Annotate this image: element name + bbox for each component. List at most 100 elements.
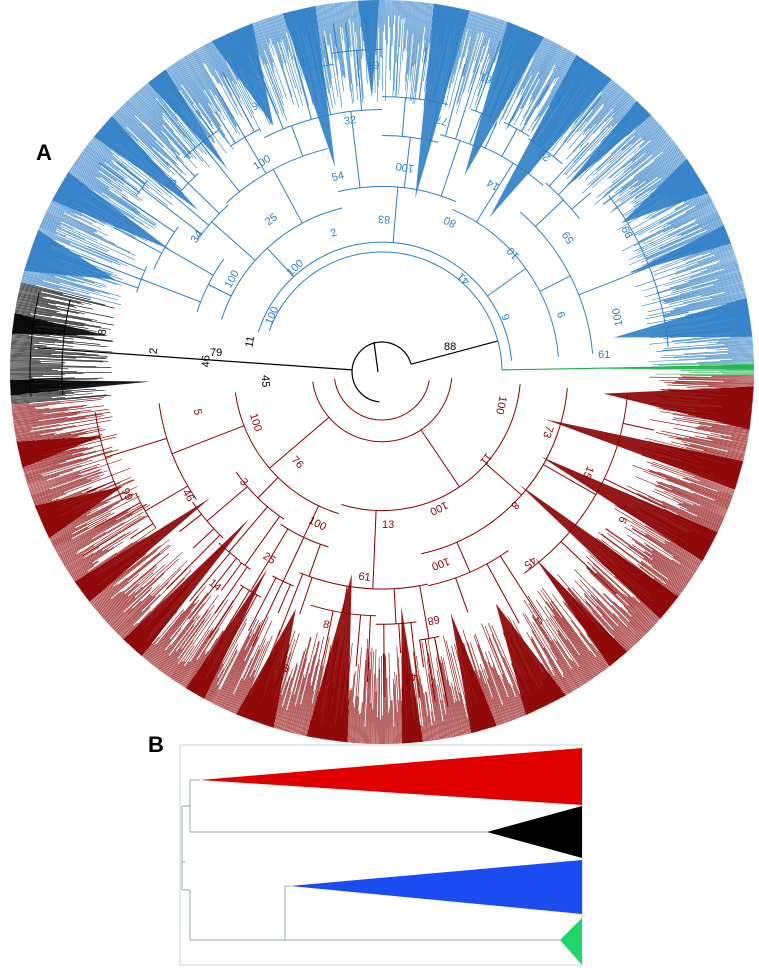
blue-node-arc [153, 226, 179, 270]
blue-tip-branch [133, 94, 191, 159]
blue-tip-branch [659, 220, 723, 249]
blue-tip-branch [484, 21, 507, 83]
red-collapsed-wedge [450, 612, 497, 734]
blue-tip-branch [87, 144, 144, 189]
red-tip-branch [698, 422, 750, 431]
red-tip-branch [612, 613, 640, 641]
red-tip-branch [682, 503, 724, 522]
red-tip-branch [693, 476, 735, 491]
red-tip-branch [63, 545, 95, 565]
black-tip-branch [19, 287, 92, 305]
red-tip-branch [357, 714, 360, 744]
blue-tip-branch [670, 273, 741, 294]
red-tip-branch [89, 539, 170, 603]
red-tip-branch [11, 405, 49, 410]
red-tip-branch [94, 544, 172, 609]
red-node-arc [240, 584, 262, 598]
blue-tip-branch [45, 213, 136, 256]
black-tip-branch [14, 310, 31, 314]
black-tip-branch [16, 304, 57, 313]
blue-bootstrap-label: 34 [189, 228, 206, 245]
blue-tip-branch [425, 3, 433, 53]
red-tip-branch [56, 519, 117, 554]
red-internal-branch [603, 478, 666, 509]
red-tip-branch [679, 563, 696, 574]
blue-internal-branch [403, 137, 411, 188]
red-tip-branch [685, 447, 744, 462]
blue-tip-branch [44, 214, 62, 223]
blue-collapsed-wedge [148, 69, 228, 170]
blue-tip-branch [51, 200, 82, 217]
red-collapsed-wedge [401, 606, 423, 744]
blue-tip-branch [677, 216, 720, 237]
red-tip-branch [607, 533, 685, 589]
blue-tip-branch [48, 207, 97, 232]
blue-tip-branch [316, 5, 332, 85]
red-tip-branch [184, 653, 206, 688]
red-tip-branch [98, 553, 170, 614]
blue-internal-branch [320, 66, 332, 115]
red-tip-branch [122, 622, 138, 639]
blue-tip-branch [79, 154, 117, 181]
blue-tip-branch [669, 267, 740, 289]
red-tip-branch [596, 605, 634, 647]
red-tip-branch [50, 495, 140, 542]
red-tip-branch [442, 657, 461, 736]
red-tip-branch [635, 541, 691, 580]
red-tip-branch [64, 554, 84, 567]
red-tip-branch [731, 440, 748, 444]
blue-internal-branch [484, 78, 500, 115]
black-tip-branch [20, 284, 106, 306]
blue-tip-branch [607, 98, 635, 128]
red-tip-branch [427, 716, 432, 741]
blue-tip-branch [22, 274, 44, 281]
black-internal-branch [32, 327, 65, 332]
red-bootstrap-label: 25 [261, 550, 278, 567]
red-tip-branch [443, 635, 467, 735]
black-tip-branch [10, 389, 105, 397]
red-internal-branch [299, 577, 313, 615]
blue-tip-branch [148, 82, 207, 155]
red-tip-branch [211, 689, 219, 703]
blue-tip-branch [605, 139, 673, 194]
blue-internal-branch [323, 36, 330, 66]
black-tip-branch [9, 367, 69, 370]
red-tip-branch [14, 415, 105, 430]
black-tip-branch [11, 339, 40, 343]
red-tip-branch [276, 677, 293, 729]
red-tip-branch [70, 546, 115, 576]
blue-tip-branch [120, 106, 179, 166]
blue-tip-branch [642, 124, 661, 141]
red-tip-branch [637, 563, 680, 596]
black-tip-branch [18, 291, 43, 298]
red-tip-branch [396, 646, 403, 744]
blue-tip-branch [674, 191, 708, 211]
red-tip-branch [545, 601, 599, 675]
red-tip-branch [586, 566, 652, 629]
blue-tip-branch [688, 193, 709, 206]
red-tip-branch [711, 426, 750, 434]
blue-internal-branch [508, 97, 523, 125]
red-tip-branch [13, 411, 81, 422]
blue-tip-branch [642, 261, 738, 292]
red-tip-branch [354, 647, 362, 744]
blue-tip-branch [134, 93, 164, 126]
red-tip-branch [52, 533, 73, 545]
blue-tip-branch [663, 340, 753, 349]
blue-tip-branch [40, 222, 108, 253]
red-tip-branch [664, 541, 702, 564]
blue-tip-branch [40, 224, 67, 237]
blue-tip-branch [122, 104, 178, 162]
black-tip-branch [11, 397, 66, 402]
red-internal-branch [342, 586, 348, 613]
blue-tip-branch [673, 353, 754, 359]
red-internal-branch [189, 552, 231, 602]
red-tip-branch [664, 382, 754, 386]
blue-internal-branch [166, 161, 189, 184]
blue-bootstrap-label: 25 [263, 211, 280, 228]
blue-tip-branch [180, 58, 217, 115]
red-tip-branch [618, 616, 642, 640]
blue-tip-branch [91, 138, 129, 169]
red-tip-branch [56, 504, 142, 553]
red-tip-branch [66, 556, 85, 569]
